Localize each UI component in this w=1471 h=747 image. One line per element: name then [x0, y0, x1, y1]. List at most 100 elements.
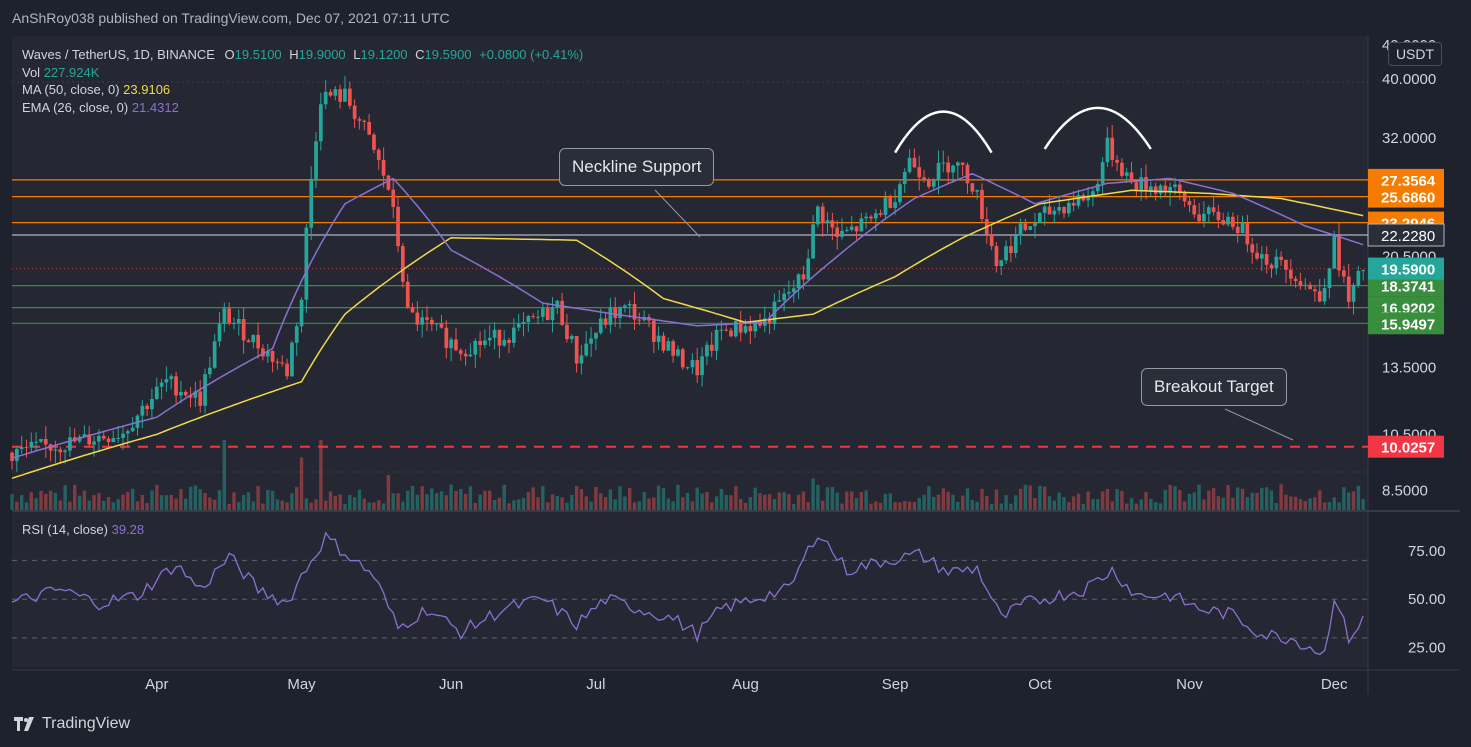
candle-body: [550, 307, 555, 321]
symbol-label[interactable]: Waves / TetherUS, 1D, BINANCE: [22, 47, 215, 62]
candle-body: [1178, 184, 1182, 192]
volume-bar: [898, 502, 902, 510]
volume-bar: [63, 485, 67, 510]
candle-body: [126, 431, 130, 434]
volume-bar: [97, 493, 101, 510]
candle-body: [333, 89, 338, 96]
volume-bar: [1158, 503, 1163, 510]
breakout-callout-text: Breakout Target: [1154, 377, 1274, 396]
candle-body: [565, 324, 569, 340]
volume-bar: [169, 495, 173, 510]
candle-body: [1013, 235, 1018, 253]
candle-body: [521, 322, 526, 324]
candle-body: [1226, 216, 1230, 225]
volume-bar: [1250, 492, 1254, 510]
volume-bar: [1197, 484, 1201, 510]
candle-body: [53, 449, 58, 451]
volume-bar: [58, 500, 62, 510]
candle-body: [63, 450, 67, 453]
candle-body: [512, 327, 516, 343]
volume-bar: [835, 492, 839, 510]
candle-body: [24, 447, 29, 449]
volume-bar: [637, 501, 641, 510]
volume-bar: [425, 494, 429, 510]
volume-bar: [1120, 490, 1124, 510]
candle-body: [1163, 185, 1168, 193]
candle-body: [1206, 207, 1211, 214]
volume-bar: [1057, 492, 1061, 510]
volume-bar: [44, 494, 48, 510]
candle-body: [1038, 213, 1042, 224]
neckline-callout-text: Neckline Support: [572, 157, 702, 176]
volume-bar: [174, 498, 178, 510]
candle-body: [661, 335, 666, 351]
volume-bar: [850, 491, 854, 510]
neckline-callout[interactable]: Neckline Support: [559, 148, 715, 186]
candle-body: [473, 340, 478, 355]
volume-bar: [473, 503, 477, 510]
candle-body: [304, 227, 309, 300]
volume-bar: [980, 488, 984, 510]
volume-bar: [299, 457, 304, 510]
ma-row[interactable]: MA (50, close, 0) 23.9106: [22, 81, 583, 99]
volume-bar: [1265, 487, 1269, 510]
volume-bar: [526, 492, 531, 510]
volume-bar: [608, 489, 613, 510]
volume-bar: [1318, 490, 1322, 510]
candle-body: [569, 336, 574, 340]
candle-body: [951, 165, 955, 173]
volume-bar: [1168, 485, 1172, 510]
volume-bar: [632, 502, 637, 510]
volume-bar: [1327, 502, 1332, 510]
candle-body: [854, 226, 859, 232]
volume-bar: [1028, 485, 1032, 510]
volume-bar: [314, 499, 318, 510]
currency-button[interactable]: USDT: [1388, 42, 1442, 66]
candle-body: [357, 119, 362, 121]
candle-body: [270, 351, 275, 362]
candle-body: [941, 162, 946, 164]
ema-label: EMA (26, close, 0): [22, 99, 129, 115]
volume-bar: [111, 502, 115, 510]
rsi-tick-label: 25.00: [1408, 640, 1446, 657]
candle-body: [1260, 254, 1264, 259]
rsi-value: 39.28: [111, 522, 145, 537]
volume-bar: [256, 486, 260, 510]
breakout-callout[interactable]: Breakout Target: [1141, 368, 1287, 406]
volume-bar: [396, 493, 400, 510]
candle-body: [777, 300, 782, 302]
candle-body: [931, 180, 936, 187]
volume-bar: [352, 497, 357, 510]
price-tick-label: 8.5000: [1382, 483, 1428, 500]
candle-body: [1153, 186, 1158, 194]
ema-row[interactable]: EMA (26, close, 0) 21.4312: [22, 99, 583, 117]
time-tick-label: Dec: [1321, 676, 1348, 693]
candle-body: [618, 307, 622, 318]
candle-body: [405, 281, 410, 308]
candle-body: [1356, 271, 1361, 285]
volume-bar: [1303, 501, 1307, 510]
rsi-legend[interactable]: RSI (14, close) 39.28: [22, 522, 144, 537]
volume-bar: [377, 500, 381, 510]
candle-body: [68, 437, 72, 451]
last-price-label-bg: [1368, 257, 1444, 280]
volume-bar: [251, 501, 255, 510]
volume-bar: [1154, 502, 1158, 510]
candle-body: [1289, 269, 1293, 279]
volume-bar: [1361, 499, 1365, 510]
volume-series: [10, 440, 1365, 510]
volume-bar: [1337, 502, 1341, 510]
footer-brand[interactable]: TradingView: [14, 715, 130, 733]
volume-bar: [295, 487, 299, 510]
volume-bar: [1004, 495, 1008, 510]
vol-label: Vol: [22, 64, 41, 80]
candle-body: [869, 216, 873, 219]
volume-bar: [1086, 491, 1090, 510]
candle-body: [1231, 216, 1235, 227]
candle-body: [671, 341, 675, 356]
vol-row[interactable]: Vol 227.924K: [22, 64, 583, 82]
candle-body: [1120, 162, 1124, 176]
volume-bar: [806, 502, 810, 510]
volume-bar: [1178, 489, 1182, 510]
volume-bar: [845, 491, 849, 510]
